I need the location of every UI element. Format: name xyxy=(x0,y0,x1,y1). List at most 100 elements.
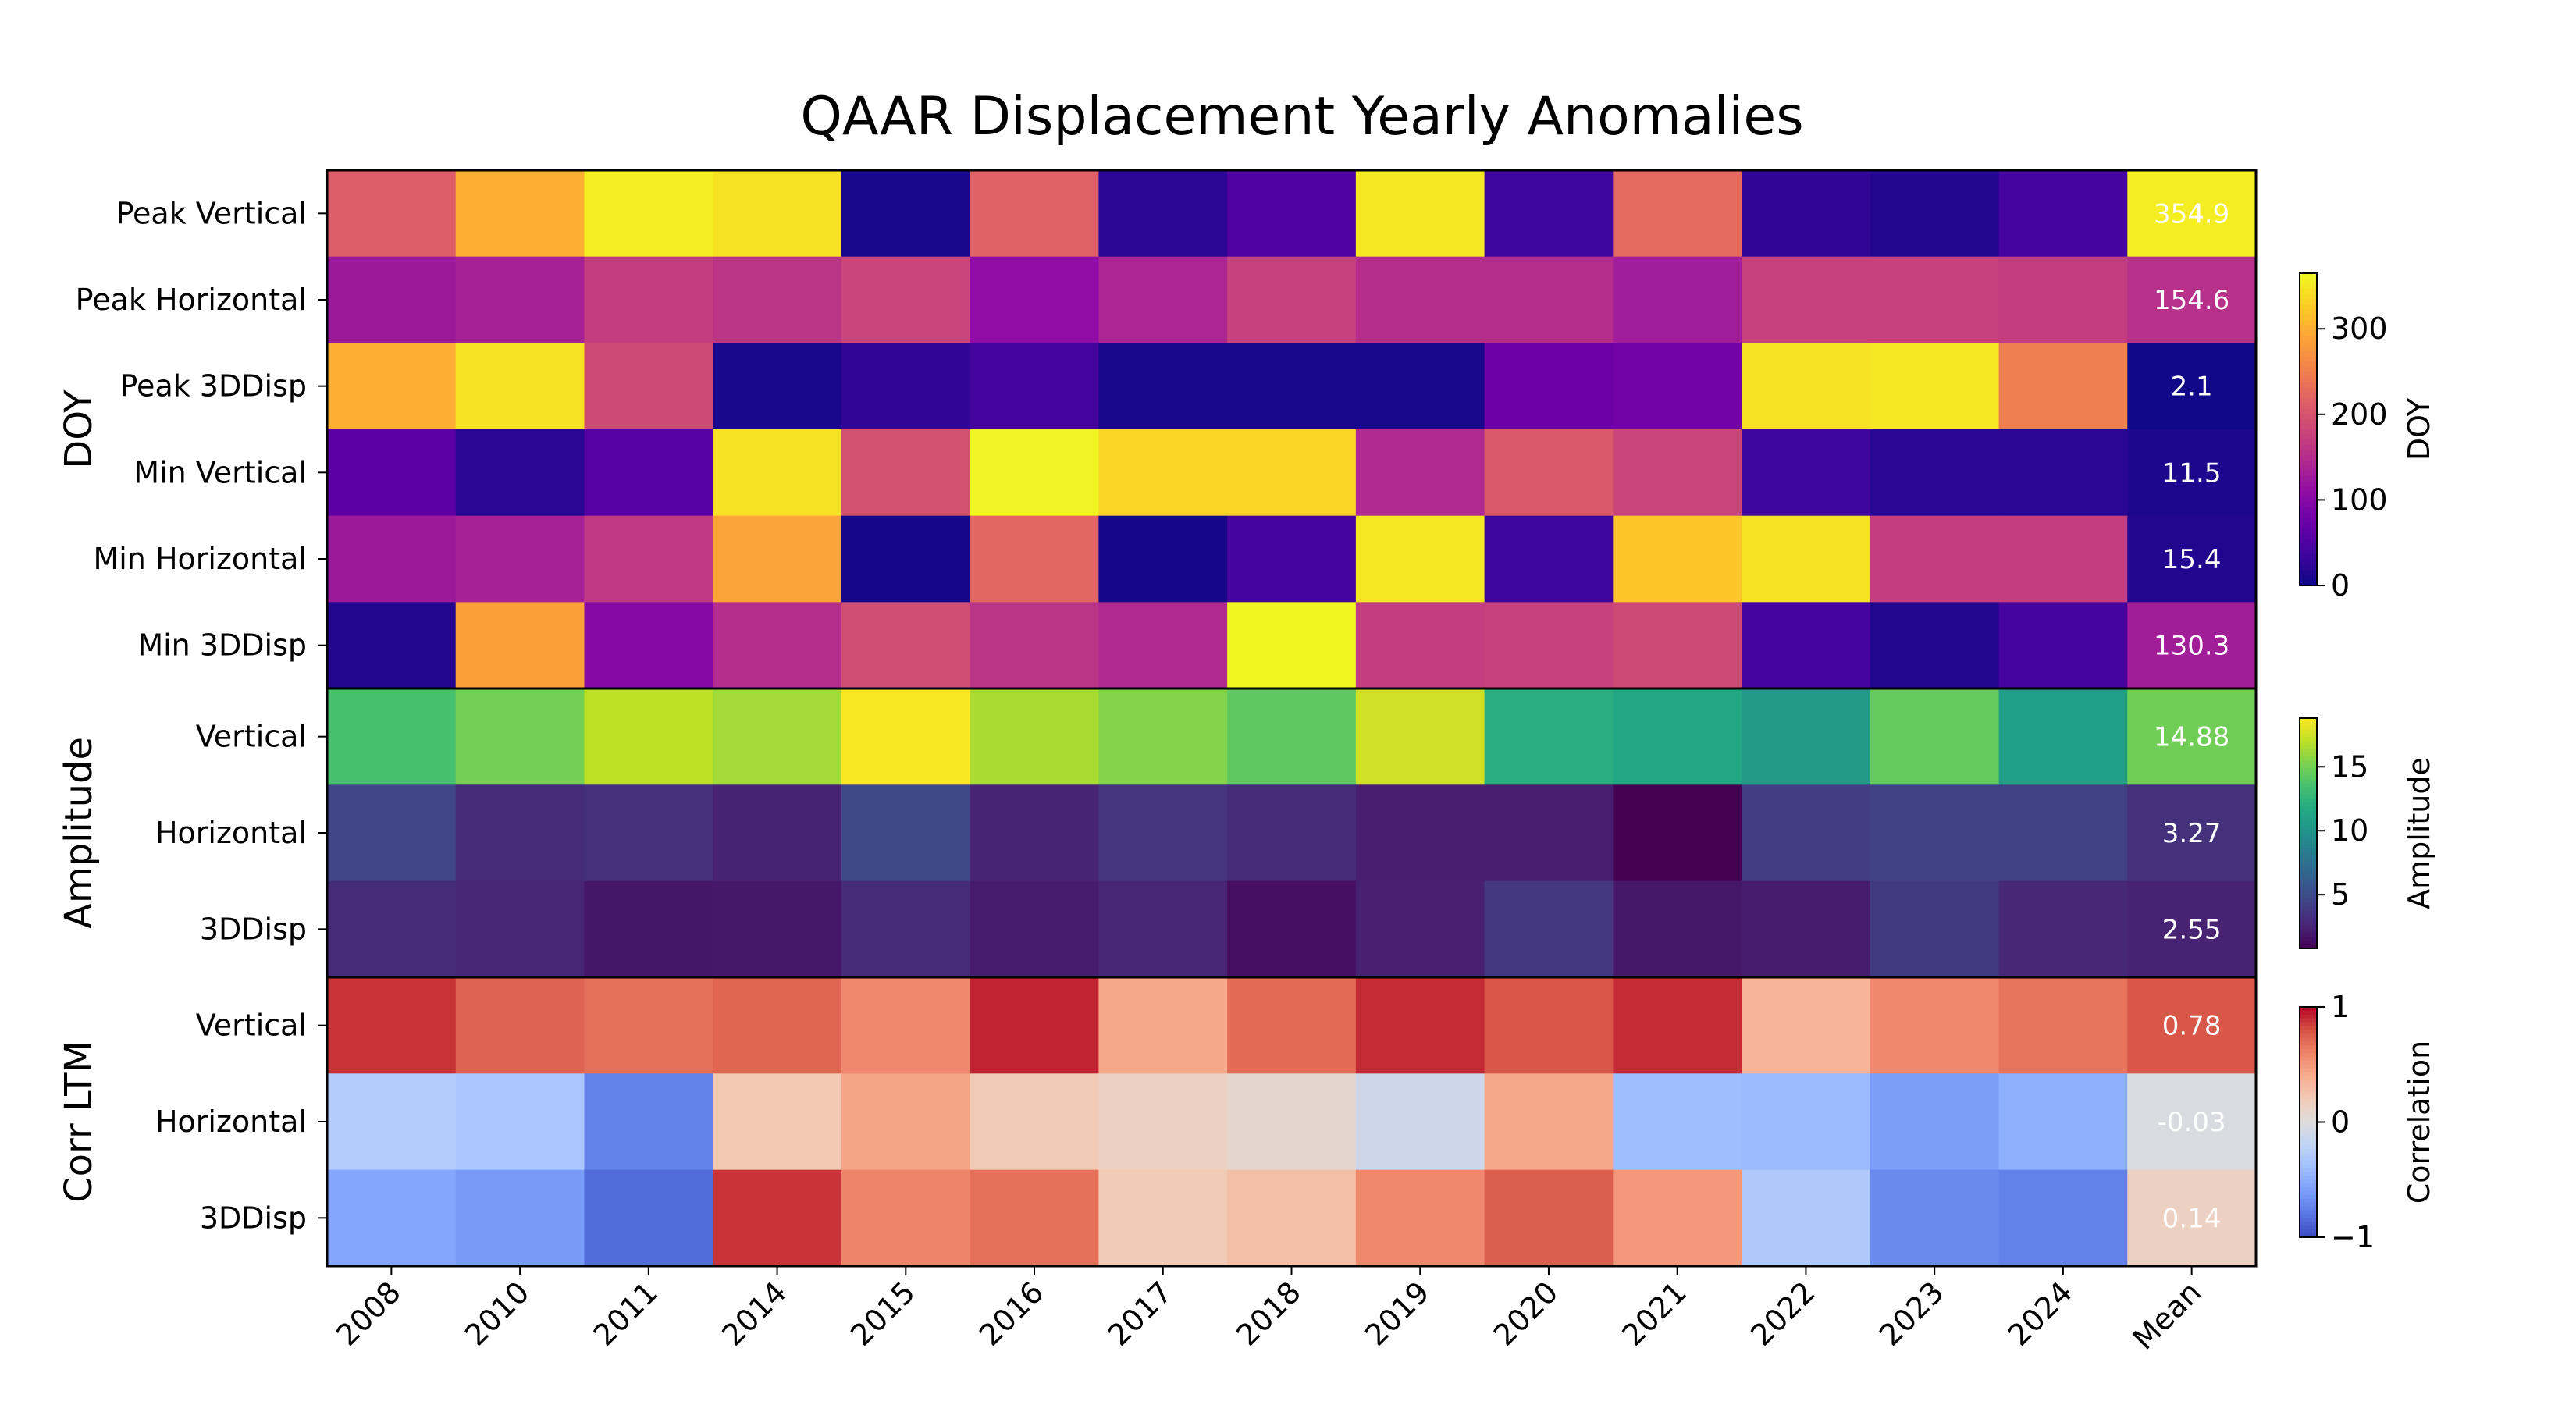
colorbar-segment xyxy=(2300,925,2317,930)
heatmap-cell xyxy=(455,880,585,978)
colorbar-segment xyxy=(2300,1187,2317,1192)
colorbar-segment xyxy=(2300,304,2317,311)
heatmap-cell xyxy=(455,688,585,785)
colorbar-segment xyxy=(2300,1118,2317,1123)
heatmap-cell xyxy=(713,170,842,258)
colorbar-segment xyxy=(2300,1072,2317,1077)
heatmap-cell xyxy=(1613,880,1742,978)
colorbar-segment xyxy=(2300,1022,2317,1027)
colorbar-segment xyxy=(2300,408,2317,414)
heatmap-cell xyxy=(1613,1169,1742,1267)
heatmap-cell xyxy=(713,977,842,1074)
mean-value-label: 15.4 xyxy=(2162,544,2222,575)
colorbar-frame xyxy=(2299,717,2318,949)
heatmap-cell xyxy=(327,977,457,1074)
heatmap-cell xyxy=(1742,688,1871,785)
heatmap-cell xyxy=(1355,602,1485,689)
colorbar-segment xyxy=(2300,356,2317,363)
heatmap-cell xyxy=(455,170,585,258)
colorbar-segment xyxy=(2300,273,2317,279)
colorbar-segment xyxy=(2300,455,2317,461)
colorbar-segment xyxy=(2300,523,2317,529)
heatmap-cell xyxy=(713,784,842,882)
colorbar-segment xyxy=(2300,1141,2317,1146)
heatmap-cell xyxy=(584,1073,713,1171)
colorbar-segment xyxy=(2300,507,2317,514)
heatmap-cell xyxy=(1998,1073,2128,1171)
colorbar-label: DOY xyxy=(2402,397,2436,461)
heatmap-cell xyxy=(1742,515,1871,603)
heatmap-cell xyxy=(970,602,1099,689)
heatmap-cell xyxy=(1870,1169,2000,1267)
colorbar-segment xyxy=(2300,829,2317,834)
colorbar-segment xyxy=(2300,883,2317,888)
heatmap-cell xyxy=(584,429,713,517)
colorbar-segment xyxy=(2300,825,2317,831)
mean-value-label: 154.6 xyxy=(2154,285,2229,316)
column-label: 2022 xyxy=(1744,1275,1822,1353)
colorbar-segment xyxy=(2300,1045,2317,1050)
heatmap-cell xyxy=(1484,1073,1614,1171)
heatmap-cell xyxy=(841,784,971,882)
colorbar-segment xyxy=(2300,283,2317,290)
colorbar-segment xyxy=(2300,764,2317,769)
heatmap-cell xyxy=(713,688,842,785)
colorbar-segment xyxy=(2300,821,2317,827)
heatmap-cell xyxy=(1227,429,1357,517)
panel-frames xyxy=(326,169,2258,1268)
heatmap-cell xyxy=(1613,688,1742,785)
colorbar-segment xyxy=(2300,465,2317,472)
heatmap-cell xyxy=(1098,256,1228,343)
colorbar-segment xyxy=(2300,783,2317,788)
colorbar-segment xyxy=(2300,941,2317,945)
heatmap-cell xyxy=(841,1169,971,1267)
colorbar-segment xyxy=(2300,580,2317,586)
colorbar-segment xyxy=(2300,1083,2317,1089)
colorbar-tick-label: −1 xyxy=(2331,1220,2375,1254)
row-label: Horizontal xyxy=(155,1104,307,1139)
heatmap-cell xyxy=(1870,688,2000,785)
heatmap-cell xyxy=(1355,1169,1485,1267)
column-label: 2017 xyxy=(1101,1275,1179,1353)
heatmap-cell xyxy=(1227,1073,1357,1171)
heatmap-cell xyxy=(1870,784,2000,882)
colorbar-segment xyxy=(2300,1041,2317,1046)
heatmap-cell xyxy=(2127,256,2257,343)
heatmap-cell xyxy=(1484,784,1614,882)
colorbar-segment xyxy=(2300,1183,2317,1188)
heatmap-cell xyxy=(1613,170,1742,258)
heatmap-cell xyxy=(1998,880,2128,978)
heatmap-cell xyxy=(584,602,713,689)
colorbar-tick-label: 1 xyxy=(2331,990,2350,1024)
heatmap-cell xyxy=(1742,256,1871,343)
colorbar-segment xyxy=(2300,933,2317,938)
colorbar-segment xyxy=(2300,1152,2317,1158)
row-label: Vertical xyxy=(196,1008,307,1043)
mean-value-label: 130.3 xyxy=(2154,631,2229,662)
colorbar-segment xyxy=(2300,779,2317,784)
column-label: 2014 xyxy=(715,1275,793,1353)
heatmap-cell xyxy=(327,256,457,343)
heatmap-cell xyxy=(455,343,585,430)
heatmap-cell xyxy=(327,1169,457,1267)
heatmap-cell xyxy=(1227,256,1357,343)
mean-value-label: 0.14 xyxy=(2162,1203,2222,1234)
column-label: 2023 xyxy=(1873,1275,1951,1353)
heatmap-cell xyxy=(1484,343,1614,430)
heatmap-cell xyxy=(1742,429,1871,517)
heatmap-cell xyxy=(327,343,457,430)
heatmap-cell xyxy=(1227,784,1357,882)
colorbar-segment xyxy=(2300,1156,2317,1161)
heatmap-cell xyxy=(1484,602,1614,689)
colorbar-segment xyxy=(2300,1218,2317,1223)
heatmap-cell xyxy=(1098,688,1228,785)
heatmap-cell xyxy=(455,784,585,882)
colorbar-segment xyxy=(2300,574,2317,582)
heatmap-cell xyxy=(1870,256,2000,343)
heatmap-cell xyxy=(1742,784,1871,882)
colorbar-tick-label: 15 xyxy=(2331,749,2368,784)
colorbar-segment xyxy=(2300,752,2317,757)
heatmap-cell xyxy=(1484,515,1614,603)
colorbar-segment xyxy=(2300,461,2317,467)
